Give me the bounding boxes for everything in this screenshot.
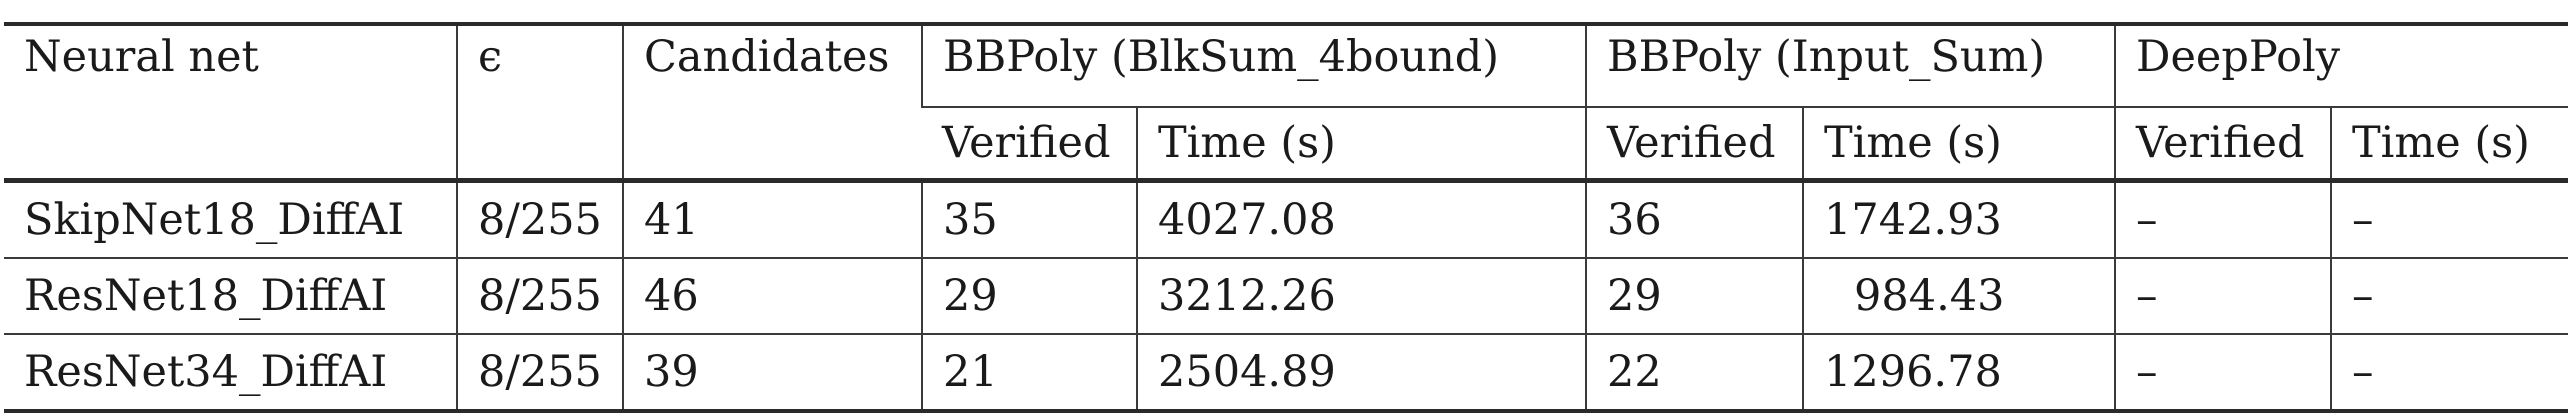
header-group-deeppoly: DeepPoly	[2114, 22, 2568, 107]
table-row: ResNet18_DiffAI 8/255 46 29 3212.26 29 9…	[4, 257, 2568, 334]
header-epsilon: ϵ	[456, 22, 623, 181]
header-row-groups: Neural net ϵ Candidates BBPoly (BlkSum_4…	[4, 22, 2568, 181]
cell-net: ResNet18_DiffAI	[4, 257, 457, 334]
header-blksum-time: Time (s)	[1136, 106, 1586, 181]
verification-results-table: Neural net ϵ Candidates BBPoly (BlkSum_4…	[4, 22, 2568, 413]
cell-epsilon: 8/255	[456, 178, 623, 258]
header-blksum-verified: Verified	[922, 106, 1137, 181]
header-input-verified: Verified	[1585, 106, 1803, 181]
cell-deeppoly-time: –	[2330, 257, 2568, 334]
cell-input-verified: 22	[1585, 333, 1803, 413]
cell-input-time: 1296.78	[1802, 333, 2115, 413]
cell-blksum-verified: 29	[921, 257, 1137, 334]
cell-blksum-time: 2504.89	[1136, 333, 1586, 413]
cell-input-verified: 29	[1585, 257, 1803, 334]
cell-net: ResNet34_DiffAI	[4, 333, 457, 413]
cell-candidates: 39	[622, 333, 922, 413]
table-row: ResNet34_DiffAI 8/255 39 21 2504.89 22 1…	[4, 333, 2568, 413]
cell-epsilon: 8/255	[456, 333, 623, 413]
cell-deeppoly-verified: –	[2114, 257, 2331, 334]
cell-deeppoly-time: –	[2330, 333, 2568, 413]
header-row-subcolumns: Verified Time (s) Verified Time (s) Veri…	[4, 106, 2568, 181]
header-input-time: Time (s)	[1802, 106, 2115, 181]
cell-blksum-verified: 21	[921, 333, 1137, 413]
cell-blksum-time: 4027.08	[1136, 178, 1586, 258]
cell-input-time: 984.43	[1802, 257, 2115, 334]
cell-candidates: 41	[622, 178, 922, 258]
header-deeppoly-verified: Verified	[2114, 106, 2331, 181]
cell-deeppoly-time: –	[2330, 178, 2568, 258]
cell-blksum-time: 3212.26	[1136, 257, 1586, 334]
cell-input-time: 1742.93	[1802, 178, 2115, 258]
cell-deeppoly-verified: –	[2114, 178, 2331, 258]
cell-net: SkipNet18_DiffAI	[4, 178, 457, 258]
cell-deeppoly-verified: –	[2114, 333, 2331, 413]
cell-epsilon: 8/255	[456, 257, 623, 334]
header-candidates: Candidates	[622, 22, 922, 181]
cell-input-verified: 36	[1585, 178, 1803, 258]
header-deeppoly-time: Time (s)	[2330, 106, 2568, 181]
cell-blksum-verified: 35	[921, 178, 1137, 258]
header-neural-net: Neural net	[4, 22, 457, 181]
table-row: SkipNet18_DiffAI 8/255 41 35 4027.08 36 …	[4, 178, 2568, 258]
header-group-bbpoly-blksum: BBPoly (BlkSum_4bound)	[921, 22, 1586, 107]
cell-candidates: 46	[622, 257, 922, 334]
header-group-bbpoly-input: BBPoly (Input_Sum)	[1585, 22, 2115, 107]
